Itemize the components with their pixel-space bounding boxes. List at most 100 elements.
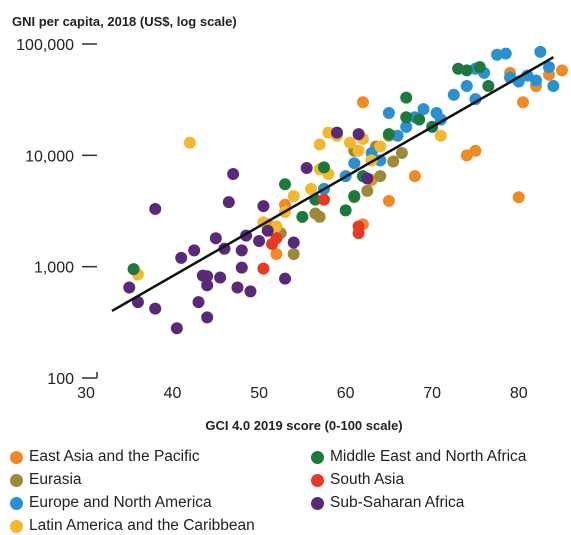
point-middle-east-and-north-africa [400,91,413,104]
legend-label: South Asia [330,471,405,488]
legend-swatch [311,473,324,487]
legend-item: Middle East and North Africa [311,448,526,466]
point-sub-saharan-africa [201,311,214,324]
point-east-asia-and-the-pacific [382,194,395,207]
point-east-asia-and-the-pacific [469,144,482,157]
point-sub-saharan-africa [222,196,235,209]
point-middle-east-and-north-africa [482,79,495,92]
point-sub-saharan-africa [231,281,244,294]
legend-label: Eurasia [29,471,82,488]
point-europe-and-north-america [400,120,413,133]
point-europe-and-north-america [460,79,473,92]
legend-label: Middle East and North Africa [330,448,527,465]
point-europe-and-north-america [469,93,482,106]
point-latin-america-and-the-caribbean [183,136,196,149]
x-axis: 30 40 50 60 70 80 [77,385,528,402]
point-middle-east-and-north-africa [339,204,352,217]
point-sub-saharan-africa [330,126,343,139]
legend-swatch [10,473,23,487]
point-sub-saharan-africa [227,167,240,180]
y-tick-label: 100,000 [16,37,74,54]
point-middle-east-and-north-africa [382,128,395,141]
point-east-asia-and-the-pacific [270,247,283,260]
point-europe-and-north-america [447,88,460,101]
point-europe-and-north-america [348,157,361,170]
point-sub-saharan-africa [287,236,300,249]
point-middle-east-and-north-africa [127,263,140,276]
point-sub-saharan-africa [192,296,205,309]
legend-swatch [311,496,324,510]
point-sub-saharan-africa [214,271,227,284]
x-axis-title: GCI 4.0 2019 score (0-100 scale) [205,418,402,433]
point-latin-america-and-the-caribbean [434,129,447,142]
y-axis-title: GNI per capita, 2018 (US$, log scale) [12,14,237,29]
point-latin-america-and-the-caribbean [313,138,326,151]
point-eurasia [374,170,387,183]
point-middle-east-and-north-africa [413,113,426,126]
legend-item: Sub-Saharan Africa [311,494,464,512]
trend-line [111,56,554,313]
point-sub-saharan-africa [261,224,274,237]
point-europe-and-north-america [543,61,556,74]
point-europe-and-north-america [534,45,547,58]
legend-item: Europe and North America [10,494,212,512]
y-tick-label: 100 [47,371,74,388]
point-latin-america-and-the-caribbean [343,136,356,149]
point-latin-america-and-the-caribbean [352,144,365,157]
point-sub-saharan-africa [352,128,365,141]
point-east-asia-and-the-pacific [517,96,530,109]
y-tick-label: 10,000 [25,148,74,165]
legend-swatch [10,519,23,533]
legend-label: East Asia and the Pacific [29,448,200,465]
point-sub-saharan-africa [257,200,270,213]
point-eurasia [387,155,400,168]
point-middle-east-and-north-africa [279,178,292,191]
point-eurasia [287,247,300,260]
point-sub-saharan-africa [123,281,136,294]
point-sub-saharan-africa [235,261,248,274]
point-sub-saharan-africa [175,251,188,264]
point-middle-east-and-north-africa [400,111,413,124]
point-middle-east-and-north-africa [296,210,309,223]
legend-item: Latin America and the Caribbean [10,517,255,535]
scatter-chart: GNI per capita, 2018 (US$, log scale) 10… [12,14,568,433]
legend-item: Eurasia [10,471,82,489]
point-south-asia [352,220,365,233]
legend-label: Europe and North America [29,494,212,511]
point-eurasia [395,146,408,159]
legend-swatch [311,450,324,464]
y-tick-label: 1,000 [34,260,74,277]
point-sub-saharan-africa [244,285,257,298]
point-latin-america-and-the-caribbean [374,140,387,153]
point-south-asia [270,232,283,245]
point-sub-saharan-africa [201,279,214,292]
point-east-asia-and-the-pacific [356,96,369,109]
point-east-asia-and-the-pacific [512,191,525,204]
point-sub-saharan-africa [149,302,162,315]
point-europe-and-north-america [530,74,543,87]
point-sub-saharan-africa [300,161,313,174]
x-tick-label: 60 [337,385,355,402]
point-east-asia-and-the-pacific [556,64,568,77]
x-tick-label: 70 [423,385,441,402]
point-sub-saharan-africa [235,244,248,257]
point-south-asia [318,193,330,206]
point-middle-east-and-north-africa [473,61,486,74]
point-europe-and-north-america [382,107,395,120]
point-sub-saharan-africa [253,235,266,248]
point-eurasia [309,207,322,220]
point-sub-saharan-africa [279,272,292,285]
point-sub-saharan-africa [188,244,201,257]
point-europe-and-north-america [547,79,560,92]
x-tick-label: 80 [510,385,528,402]
point-middle-east-and-north-africa [460,64,473,77]
point-middle-east-and-north-africa [318,161,330,174]
point-sub-saharan-africa [149,202,162,215]
point-sub-saharan-africa [209,232,222,245]
x-tick-label: 50 [250,385,268,402]
point-europe-and-north-america [499,47,512,60]
x-tick-label: 30 [77,385,95,402]
point-sub-saharan-africa [201,270,214,283]
point-latin-america-and-the-caribbean [305,182,318,195]
legend-swatch [10,496,23,510]
